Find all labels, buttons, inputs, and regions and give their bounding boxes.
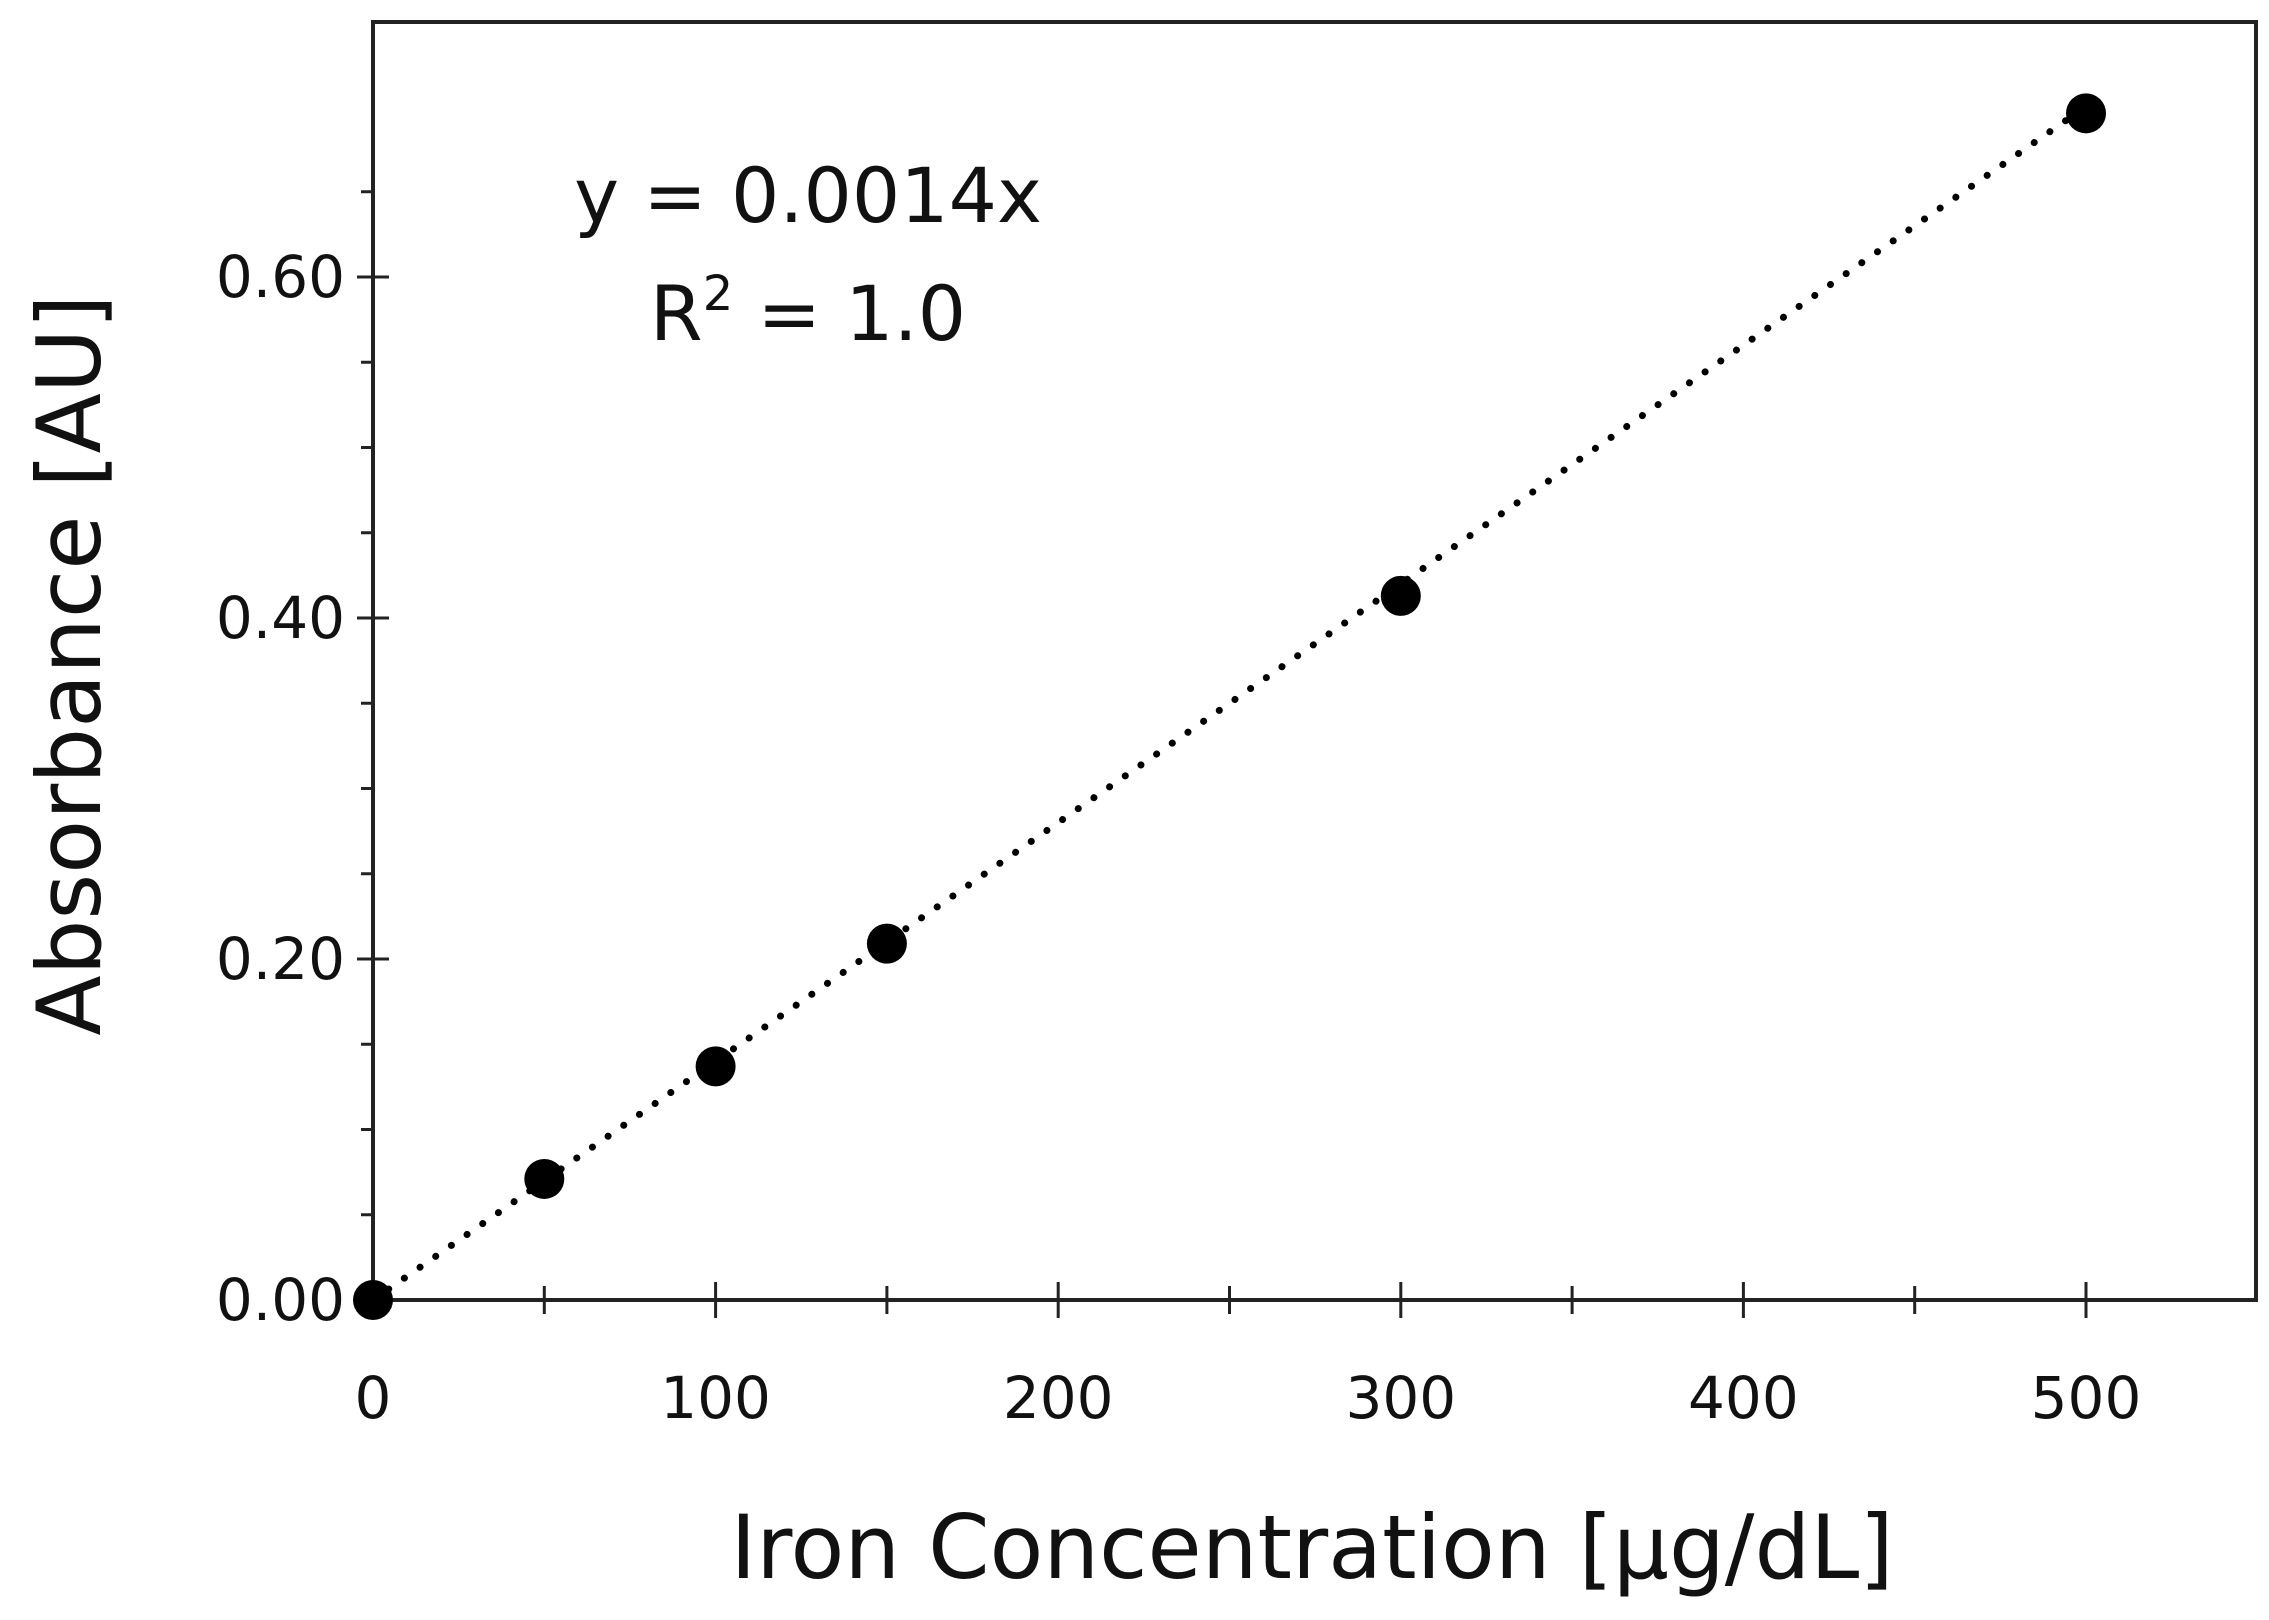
data-points bbox=[353, 93, 2106, 1320]
y-tick-label: 0.60 bbox=[216, 243, 345, 311]
y-axis-ticks: 0.00 0.20 0.40 0.60 bbox=[216, 190, 389, 1334]
x-tick-label: 100 bbox=[660, 1364, 771, 1432]
y-axis-title: Absorbance [AU] bbox=[18, 294, 121, 1035]
x-tick-label: 200 bbox=[1003, 1364, 1114, 1432]
trendline-path bbox=[369, 103, 2090, 1304]
data-point bbox=[524, 1158, 565, 1199]
plot-area-frame bbox=[371, 20, 2258, 1302]
x-tick-label: 500 bbox=[2031, 1364, 2142, 1432]
equation-label: y = 0.0014x bbox=[574, 151, 1042, 240]
data-point bbox=[353, 1280, 393, 1320]
r-squared-label: R2 = 1.0 bbox=[650, 266, 966, 358]
r-squared-superscript: 2 bbox=[703, 266, 734, 322]
data-point bbox=[866, 923, 907, 964]
x-axis-title: Iron Concentration [µg/dL] bbox=[730, 1496, 1893, 1599]
y-tick-label: 0.00 bbox=[216, 1266, 345, 1334]
x-tick-label: 400 bbox=[1688, 1364, 1799, 1432]
data-point bbox=[2066, 93, 2106, 134]
trendline bbox=[369, 103, 2090, 1304]
y-tick-label: 0.20 bbox=[216, 925, 345, 993]
x-tick-label: 300 bbox=[1345, 1364, 1456, 1432]
data-point bbox=[695, 1046, 736, 1087]
y-tick-label: 0.40 bbox=[216, 584, 345, 652]
x-axis-ticks: 0 100 200 300 400 500 bbox=[355, 1282, 2142, 1432]
x-tick-label: 0 bbox=[355, 1364, 392, 1432]
data-point bbox=[1380, 575, 1421, 616]
